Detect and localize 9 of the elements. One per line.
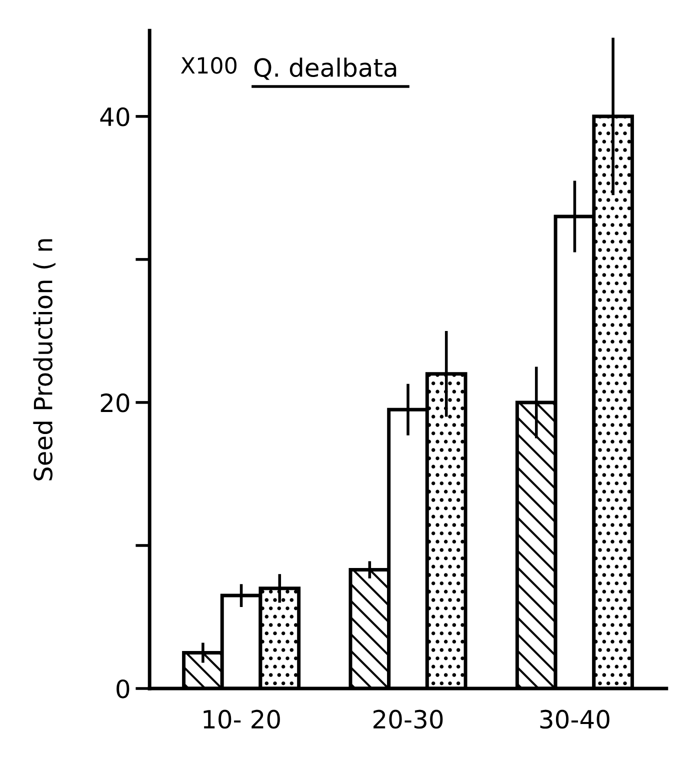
y-tick-label: 20 (100, 393, 130, 412)
text: Q. dealbata (254, 58, 396, 80)
y-axis-title: Seed Production ( n (33, 239, 56, 480)
x-tick-label: 30-40 (540, 710, 610, 729)
x-tick-label: 10- 20 (204, 710, 280, 729)
annotation: X100 (180, 57, 236, 74)
y-tick-label: 40 (100, 107, 130, 126)
y-tick-label: 0 (116, 679, 130, 698)
x-tick-label: 20-30 (374, 710, 443, 729)
